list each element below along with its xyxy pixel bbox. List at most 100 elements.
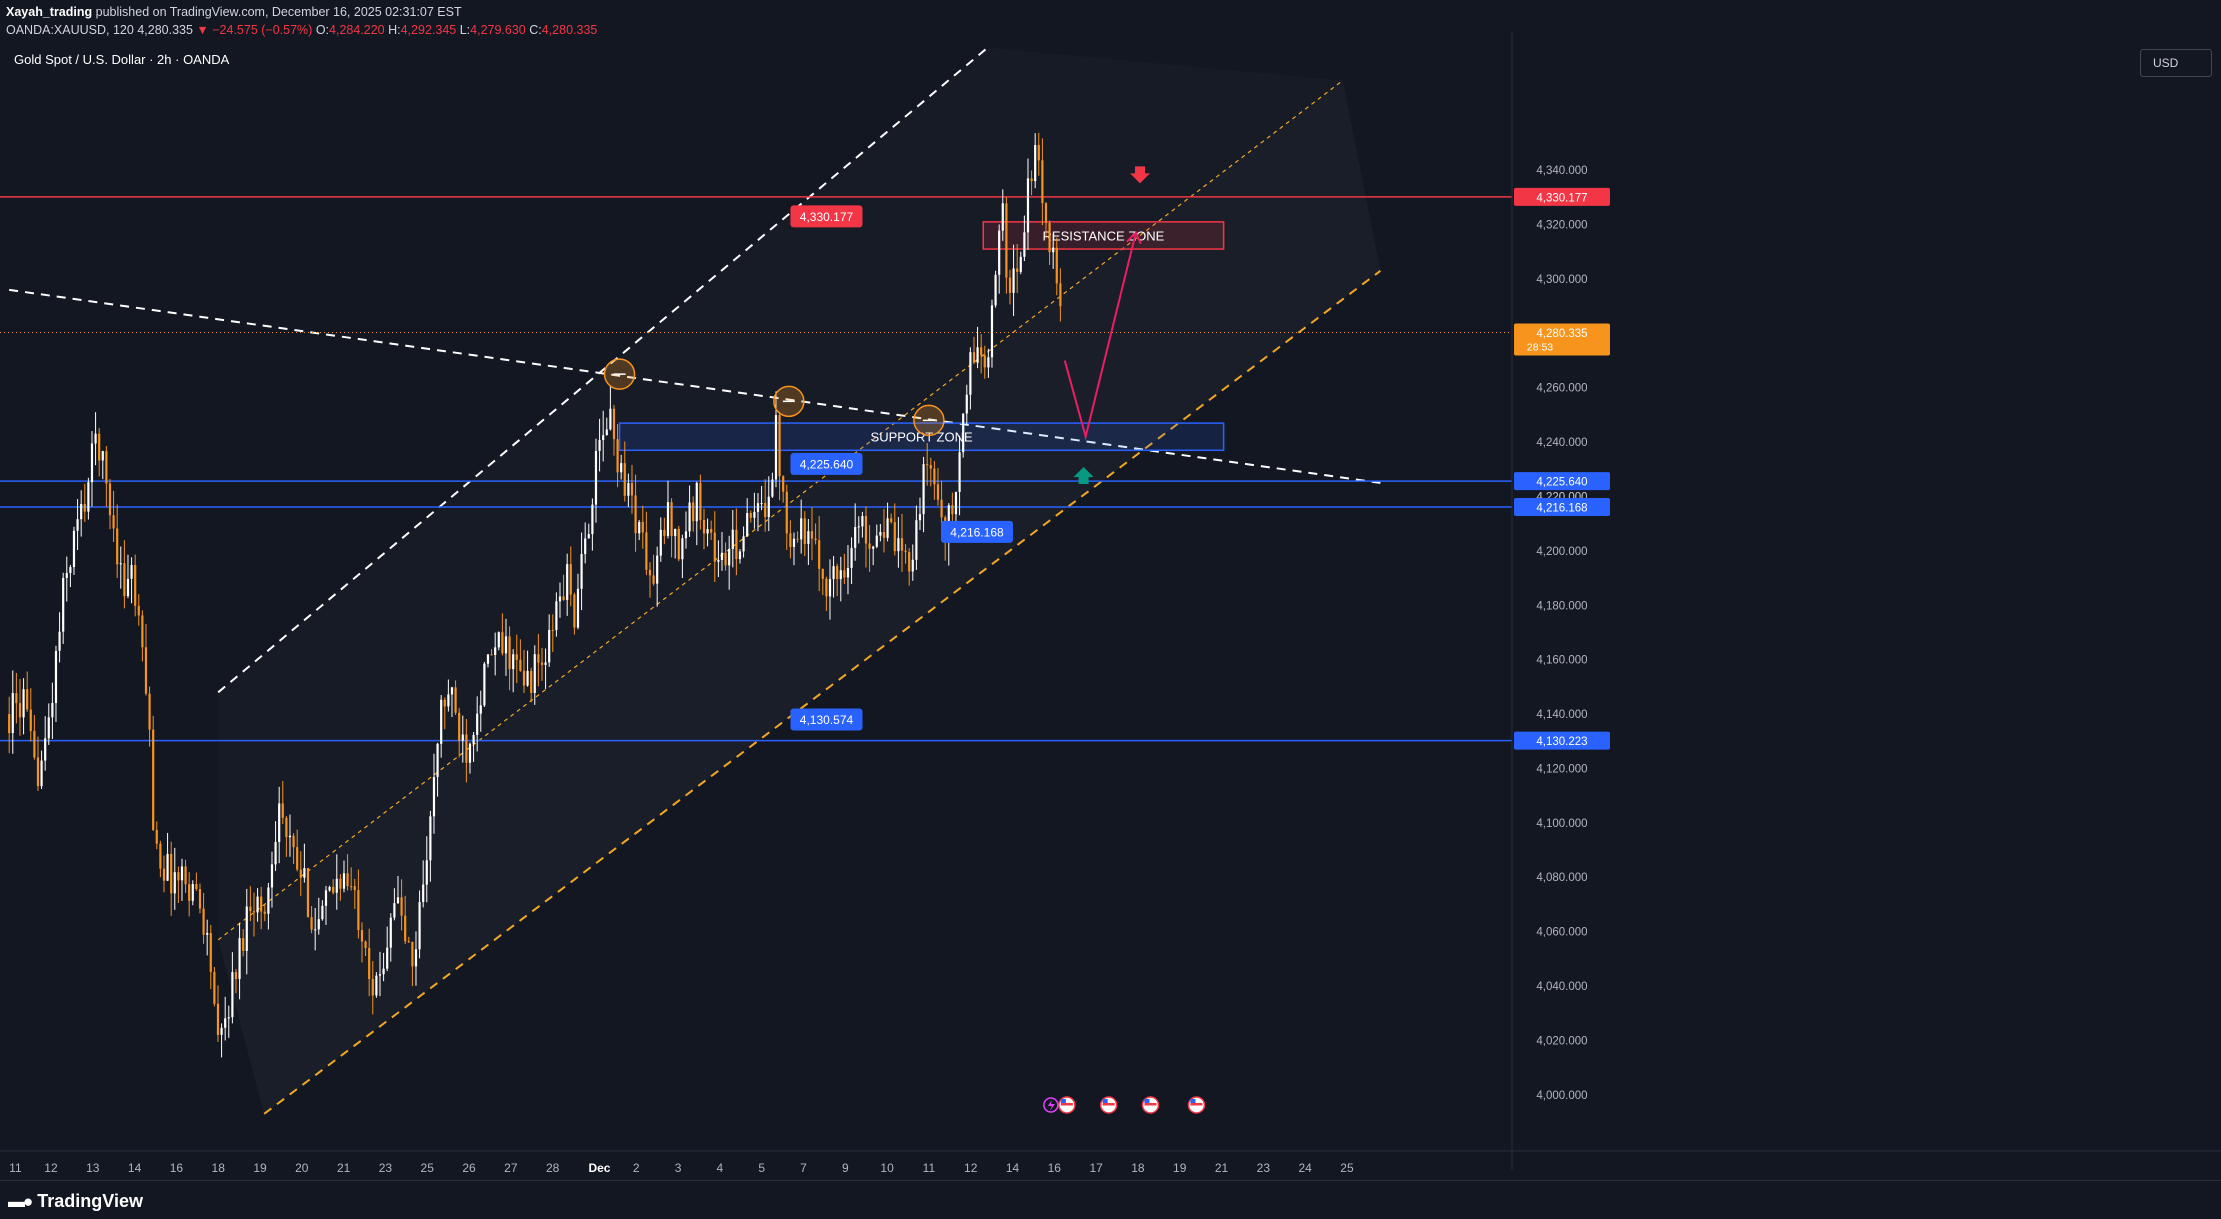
lightning-event-icon[interactable] xyxy=(1043,1097,1059,1113)
candle-body xyxy=(548,629,551,663)
candle-body xyxy=(483,663,486,706)
candle-body xyxy=(62,577,65,632)
candle-body xyxy=(328,886,331,891)
candle-body xyxy=(1055,247,1058,284)
candle-body xyxy=(494,647,497,655)
price-label-box[interactable] xyxy=(790,452,863,475)
candle-body xyxy=(929,464,932,469)
candle-body xyxy=(663,529,666,536)
x-tick-label: 2 xyxy=(633,1161,640,1175)
candle-body xyxy=(432,777,436,817)
price-label-box[interactable] xyxy=(790,708,863,731)
candle-body xyxy=(1026,178,1030,233)
candle-body xyxy=(976,347,979,363)
candle-body xyxy=(123,563,126,597)
tradingview-mark-icon: ▬● xyxy=(8,1192,33,1211)
candle-body xyxy=(911,559,914,572)
x-tick-label: 13 xyxy=(86,1161,100,1175)
candle-body xyxy=(108,483,112,516)
candle-body xyxy=(350,886,353,888)
down-arrow-icon xyxy=(1130,166,1151,184)
x-tick-label: Dec xyxy=(588,1161,610,1175)
candle-body xyxy=(69,567,72,574)
candle-body xyxy=(965,394,968,414)
tradingview-logo[interactable]: ▬● TradingView xyxy=(8,1191,143,1212)
candle-body xyxy=(861,515,864,527)
axis-level-badge-text: 4,330.177 xyxy=(1536,192,1587,204)
candle-body xyxy=(447,694,450,707)
y-tick-label: 4,260.000 xyxy=(1536,383,1587,395)
candle-body xyxy=(220,1027,223,1035)
candle-body xyxy=(288,835,292,838)
candle-body xyxy=(620,463,623,473)
candle-body xyxy=(339,878,342,889)
candle-body xyxy=(404,915,407,942)
candle-body xyxy=(285,817,288,838)
candle-body xyxy=(767,496,770,518)
price-label-text: 4,216.168 xyxy=(950,525,1004,539)
price-label-box[interactable] xyxy=(940,520,1013,543)
candle-body xyxy=(364,941,367,948)
candle-body xyxy=(893,522,896,552)
candle-body xyxy=(173,872,176,894)
x-tick-label: 23 xyxy=(379,1161,393,1175)
candle-body xyxy=(51,703,54,718)
last-price-badge-text: 4,280.335 xyxy=(1536,328,1587,340)
candle-body xyxy=(141,615,144,648)
price-axis[interactable]: 4,000.000 4,020.000 4,040.000 4,060.000 4,08… xyxy=(1511,32,1610,1170)
candle-body xyxy=(209,933,212,972)
candle-body xyxy=(951,505,954,515)
x-tick-label: 24 xyxy=(1298,1161,1312,1175)
candle-body xyxy=(270,864,274,888)
candle-body xyxy=(231,972,234,1018)
y-tick-label: 4,160.000 xyxy=(1536,655,1587,667)
candle-body xyxy=(796,538,799,540)
candle-body xyxy=(202,908,205,935)
y-tick-label: 4,000.000 xyxy=(1536,1090,1587,1102)
candle-body xyxy=(1001,203,1004,231)
price-label-box[interactable] xyxy=(790,205,863,228)
last-price-badge xyxy=(1514,323,1610,356)
candle-body xyxy=(87,482,90,512)
candle-body xyxy=(908,552,911,572)
us-event-flag-stripe xyxy=(1190,1103,1203,1106)
candle-body xyxy=(562,596,565,600)
candle-body xyxy=(80,503,83,520)
candle-body xyxy=(774,415,778,480)
candle-body xyxy=(245,906,248,951)
x-tick-label: 27 xyxy=(504,1161,518,1175)
candle-body xyxy=(1041,160,1044,204)
x-tick-label: 20 xyxy=(295,1161,309,1175)
candle-body xyxy=(616,439,619,473)
candle-body xyxy=(638,521,641,534)
publisher-name[interactable]: Xayah_trading xyxy=(6,5,93,19)
y-tick-label: 4,180.000 xyxy=(1536,600,1587,612)
time-axis[interactable]: 11 12 13 14 16 18 19 20 21 23 25 26 27 28 Dec 2 3 4 5 7 9 10 1… xyxy=(0,1150,2221,1175)
candle-body xyxy=(699,482,702,521)
candle-body xyxy=(940,499,943,518)
x-tick-label: 9 xyxy=(842,1161,849,1175)
candle-body xyxy=(627,483,630,496)
candle-body xyxy=(332,886,335,893)
candle-body xyxy=(717,559,720,562)
candle-body xyxy=(836,566,839,580)
candle-body xyxy=(573,594,576,628)
candle-body xyxy=(1034,144,1037,182)
candle-body xyxy=(429,816,432,861)
candle-body xyxy=(602,435,605,440)
candle-body xyxy=(846,567,850,578)
support-zone[interactable] xyxy=(618,422,1225,452)
candle-body xyxy=(454,687,457,713)
candle-body xyxy=(281,803,284,818)
candle-body xyxy=(875,535,878,547)
candle-body xyxy=(382,968,385,975)
candle-body xyxy=(558,596,562,602)
candle-body xyxy=(22,689,25,718)
currency-selector[interactable]: USD xyxy=(2140,49,2212,77)
close-value: 4,280.335 xyxy=(541,23,598,37)
candle-body xyxy=(994,274,997,306)
candle-body xyxy=(227,1017,230,1019)
candle-body xyxy=(206,933,209,935)
candle-body xyxy=(803,518,806,544)
